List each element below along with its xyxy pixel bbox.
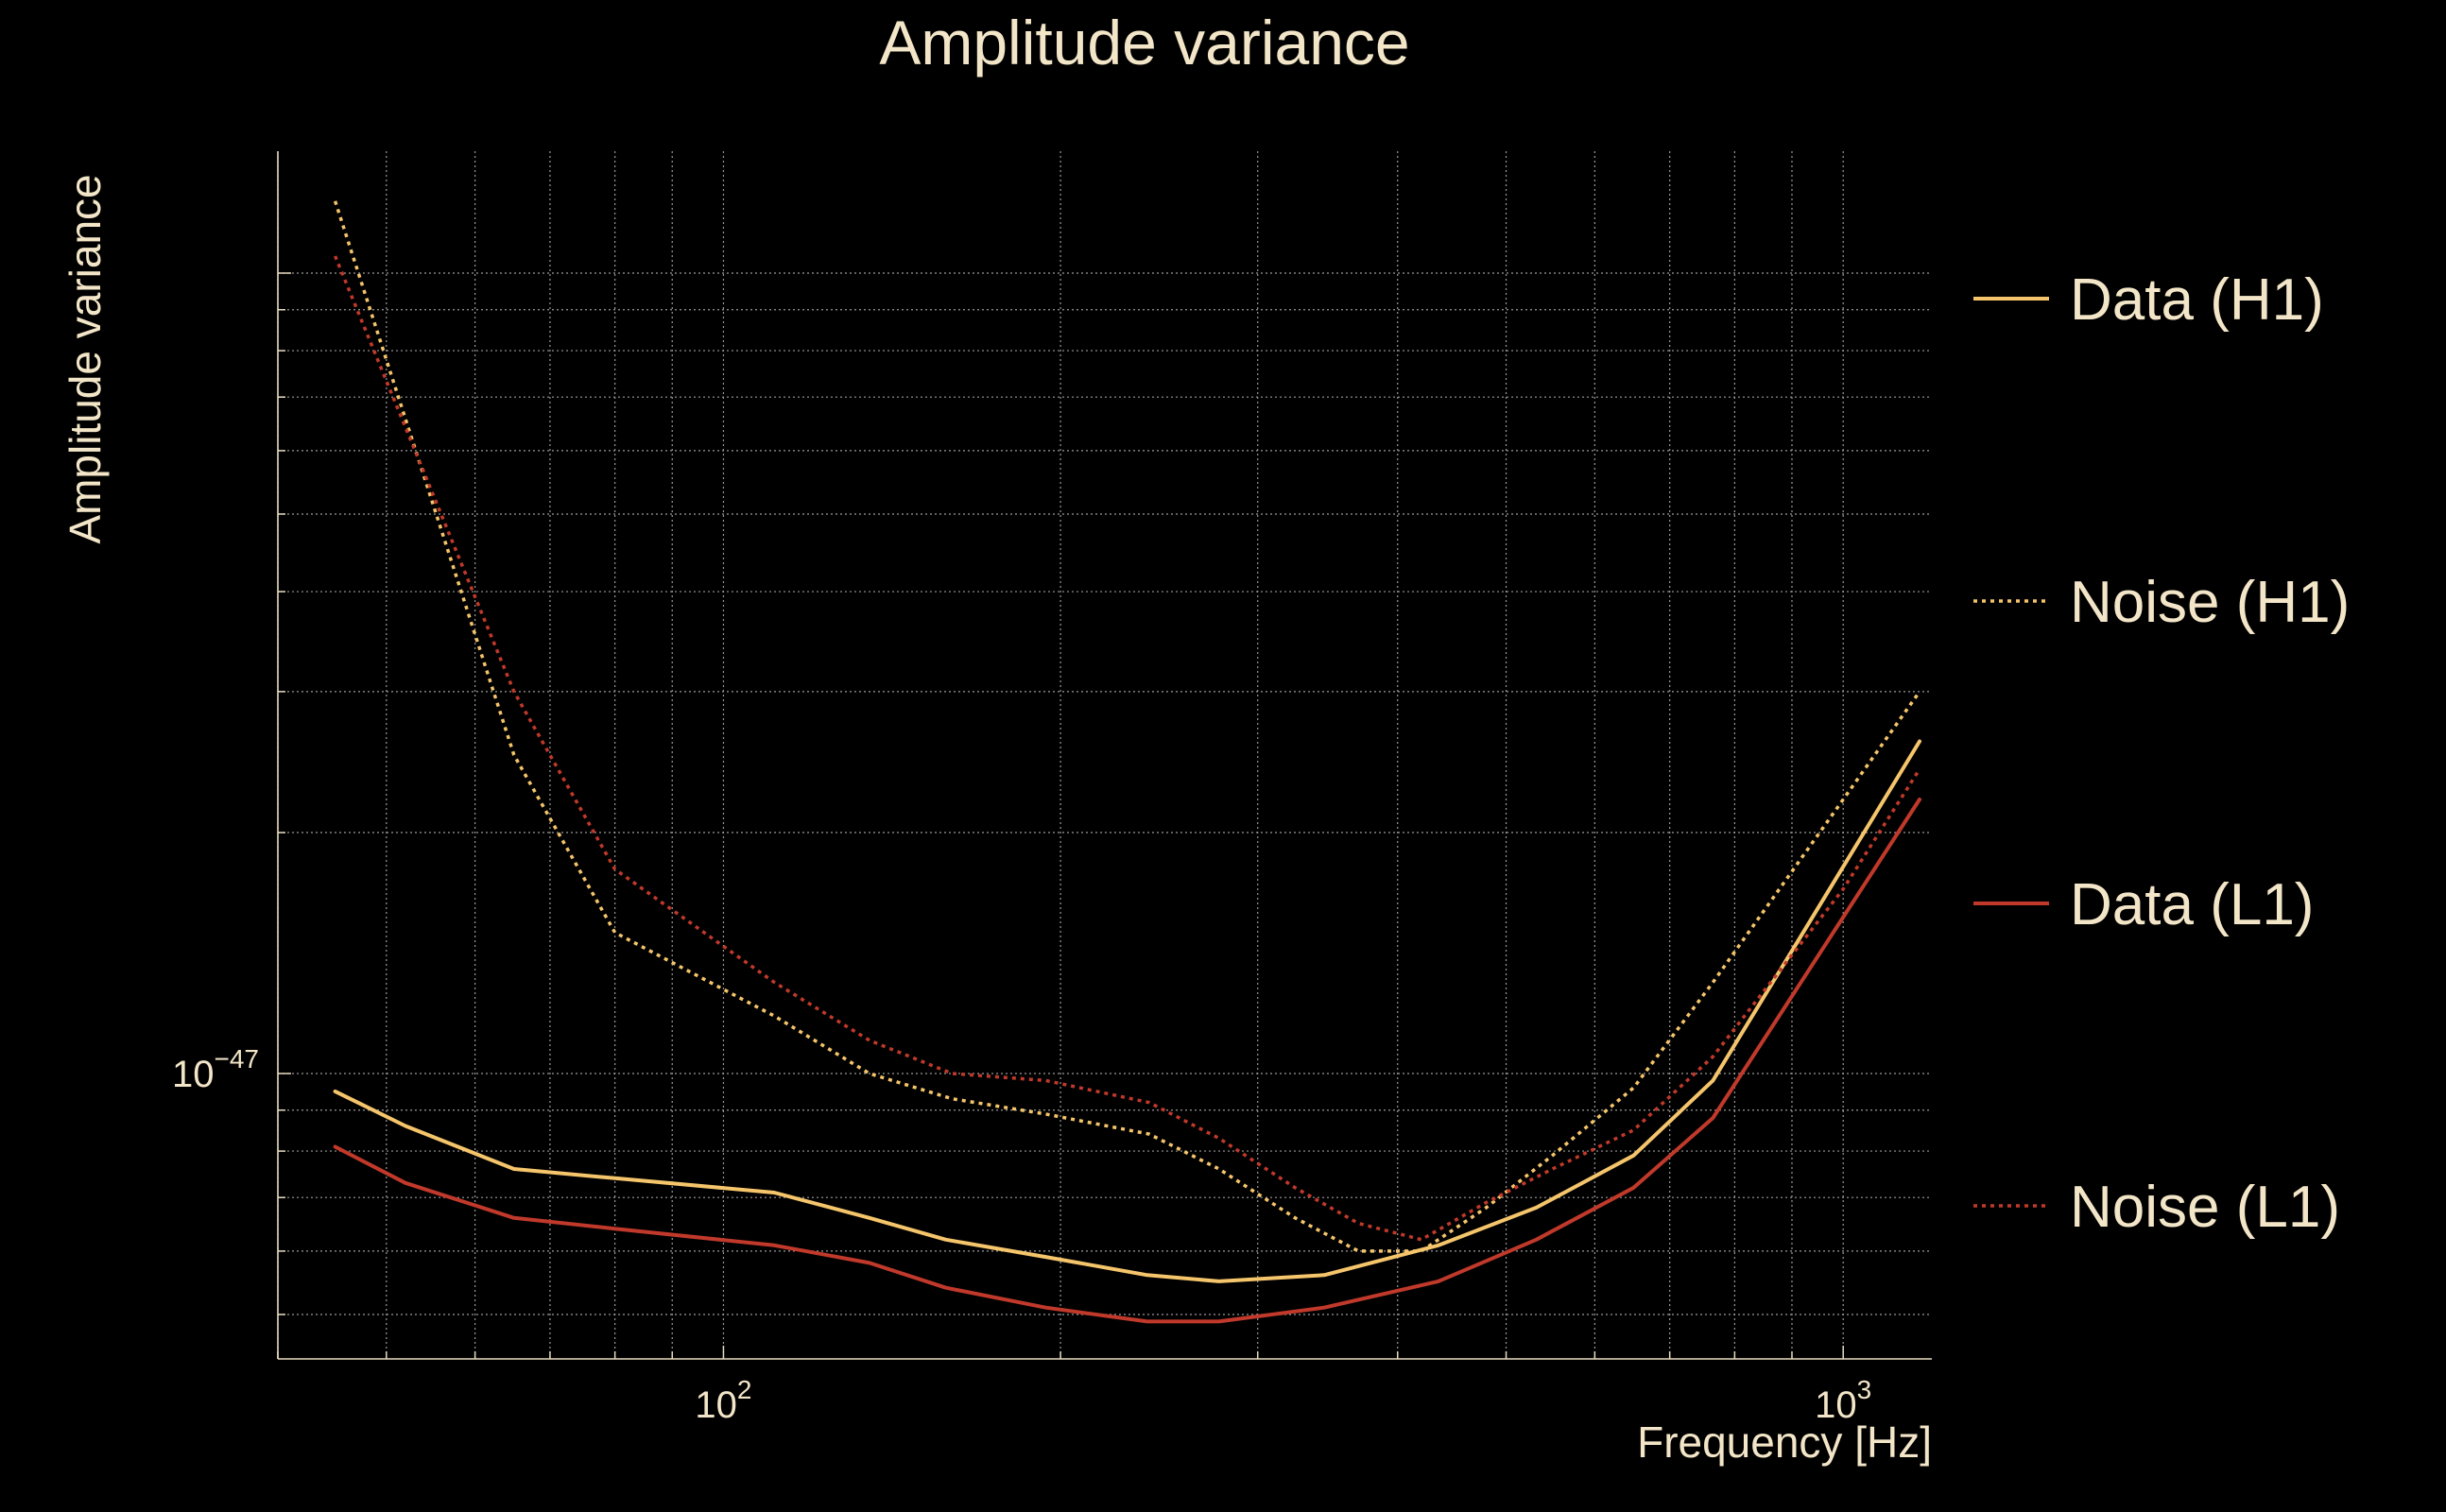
x-tick-label: 102 bbox=[695, 1375, 751, 1426]
grid bbox=[277, 151, 1932, 1359]
legend: Data (H1) Noise (H1) Data (L1) Noise (L1) bbox=[1973, 267, 2350, 1240]
legend-label-data-h1: Data (H1) bbox=[2070, 267, 2324, 333]
x-tick-label: 103 bbox=[1815, 1375, 1871, 1426]
legend-label-data-l1: Data (L1) bbox=[2070, 872, 2314, 937]
series-line-data-l1 bbox=[333, 798, 1921, 1324]
y-tick-label: 10−47 bbox=[172, 1044, 259, 1095]
y-axis-label: Amplitude variance bbox=[60, 174, 110, 543]
series-group bbox=[333, 200, 1921, 1324]
legend-label-noise-h1: Noise (H1) bbox=[2070, 570, 2350, 635]
axes bbox=[277, 151, 1932, 1360]
chart-title: Amplitude variance bbox=[879, 8, 1409, 77]
series-line-noise-h1 bbox=[333, 200, 1921, 1253]
x-axis-label: Frequency [Hz] bbox=[1637, 1418, 1932, 1467]
series-line-data-h1 bbox=[333, 739, 1921, 1283]
tick-labels: 102 103 10−47 bbox=[172, 1044, 1871, 1426]
legend-label-noise-l1: Noise (L1) bbox=[2070, 1175, 2340, 1240]
